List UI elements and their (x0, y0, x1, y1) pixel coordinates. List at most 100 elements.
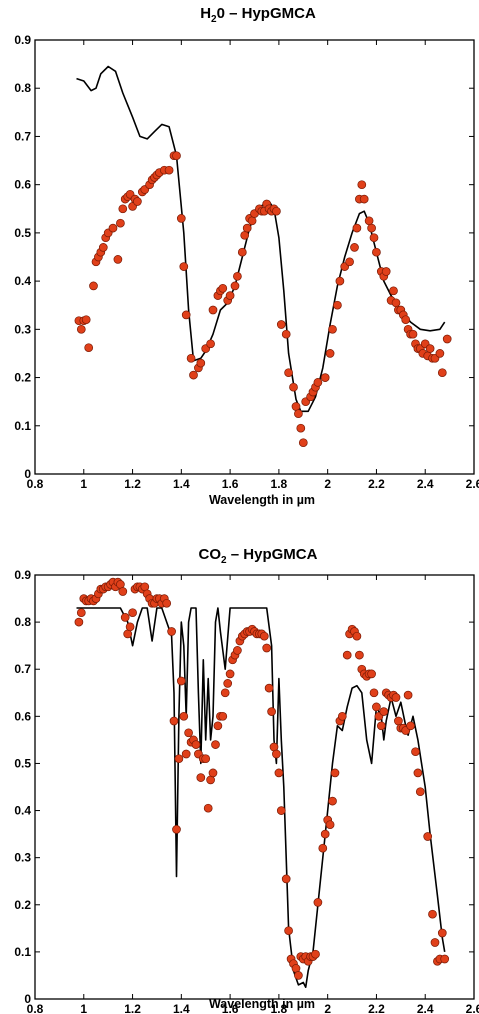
data-point-co2 (372, 702, 381, 712)
data-point-co2 (428, 909, 437, 919)
data-point-co2 (313, 898, 323, 907)
data-point-co2 (294, 971, 303, 980)
data-point-co2 (355, 650, 364, 660)
x-tick-label: 1.6 (222, 1002, 239, 1014)
data-point-co2 (76, 608, 86, 618)
y-tick-label: 0.6 (14, 709, 31, 723)
y-tick-label: 0.8 (14, 615, 31, 629)
data-point-co2 (218, 711, 228, 721)
y-tick-label: 0.8 (14, 81, 31, 95)
data-point-h2o (391, 298, 401, 308)
data-point-co2 (311, 949, 320, 959)
x-tick-label: 1 (80, 1002, 87, 1014)
y-tick-label: 0 (24, 467, 31, 481)
x-tick-label: 0.8 (27, 1002, 44, 1014)
data-point-h2o (240, 230, 250, 240)
x-tick-label: 2.6 (466, 477, 479, 491)
y-tick-label: 0.4 (14, 274, 31, 288)
y-tick-label: 0 (24, 992, 31, 1006)
data-point-h2o (179, 262, 189, 271)
data-point-h2o (118, 204, 128, 214)
series-line-h2o (76, 65, 446, 413)
data-point-h2o (230, 281, 240, 291)
data-point-co2 (276, 806, 286, 815)
data-point-co2 (213, 721, 223, 731)
y-tick-label: 0.1 (14, 419, 31, 433)
data-point-co2 (328, 796, 337, 806)
chart-co2: CO2 – HypGMCA 0.8 1 1.2 1.4 1.6 1.8 2 2.2 2.4 2.6… (14, 546, 479, 1014)
data-point-co2 (318, 843, 328, 853)
series-line-co2 (76, 607, 446, 988)
chart-title-h2o: H20 – HypGMCA (200, 5, 316, 25)
x-tick-label: 1.4 (173, 1002, 190, 1014)
data-point-co2 (203, 803, 213, 813)
data-point-h2o (116, 218, 125, 228)
x-axis-label-co2: Wavelength in µm (209, 997, 315, 1011)
data-point-h2o (172, 151, 181, 161)
y-tick-label: 0.7 (14, 662, 31, 676)
data-point-co2 (264, 683, 274, 693)
x-tick-label: 1.8 (271, 1002, 288, 1014)
data-point-h2o (284, 368, 293, 378)
y-tick-label: 0.6 (14, 178, 31, 192)
plot-frame-co2 (34, 574, 475, 1000)
x-axis-label-h2o: Wavelength in µm (209, 493, 315, 507)
data-point-co2 (162, 598, 172, 608)
data-point-h2o (276, 320, 286, 329)
data-point-h2o (437, 368, 447, 378)
data-point-h2o (320, 373, 330, 382)
data-point-co2 (415, 787, 425, 797)
y-tick-label: 0.9 (14, 33, 31, 47)
y-tick-label: 0.3 (14, 851, 31, 865)
data-point-h2o (333, 300, 342, 310)
data-point-h2o (369, 233, 379, 243)
data-point-h2o (294, 409, 303, 419)
x-tick-label: 1 (80, 477, 87, 491)
data-point-co2 (440, 954, 450, 964)
data-point-co2 (208, 768, 218, 778)
data-point-co2 (233, 646, 242, 655)
data-point-h2o (350, 243, 359, 252)
data-point-h2o (364, 216, 374, 226)
x-tick-label: 1.2 (124, 477, 141, 491)
data-point-h2o (272, 206, 281, 216)
data-point-co2 (352, 631, 362, 641)
data-point-co2 (423, 832, 433, 841)
data-point-co2 (320, 829, 330, 839)
y-tick-label: 0.1 (14, 945, 31, 959)
data-point-co2 (196, 773, 206, 782)
data-point-co2 (74, 617, 84, 627)
data-point-h2o (189, 370, 198, 380)
chart-title-co2: CO2 – HypGMCA (199, 546, 318, 566)
data-point-h2o (296, 423, 306, 433)
x-tick-label: 2.2 (368, 1002, 385, 1014)
data-point-h2o (186, 353, 196, 363)
data-point-h2o (291, 402, 301, 411)
data-point-co2 (225, 669, 235, 679)
data-point-co2 (406, 721, 415, 731)
data-point-h2o (237, 247, 247, 257)
data-point-co2 (167, 627, 176, 636)
y-tick-label: 0.5 (14, 226, 31, 240)
data-point-h2o (113, 255, 123, 264)
x-tick-label: 0.8 (27, 477, 44, 491)
y-tick-label: 0.7 (14, 129, 31, 143)
data-point-h2o (359, 194, 369, 204)
data-point-h2o (408, 329, 418, 339)
x-tick-label: 1.8 (271, 477, 288, 491)
data-point-co2 (169, 716, 179, 726)
data-point-h2o (196, 358, 206, 368)
data-point-co2 (128, 608, 137, 618)
data-point-co2 (330, 768, 340, 778)
data-point-co2 (176, 676, 186, 686)
data-point-h2o (381, 267, 391, 276)
data-point-co2 (181, 749, 191, 759)
data-point-h2o (133, 197, 142, 206)
data-point-h2o (181, 310, 191, 320)
data-point-h2o (328, 324, 337, 334)
data-point-co2 (191, 740, 201, 749)
data-point-h2o (357, 180, 367, 190)
plot-frame-h2o (34, 39, 475, 475)
data-point-h2o (401, 315, 411, 325)
data-point-co2 (337, 711, 347, 721)
